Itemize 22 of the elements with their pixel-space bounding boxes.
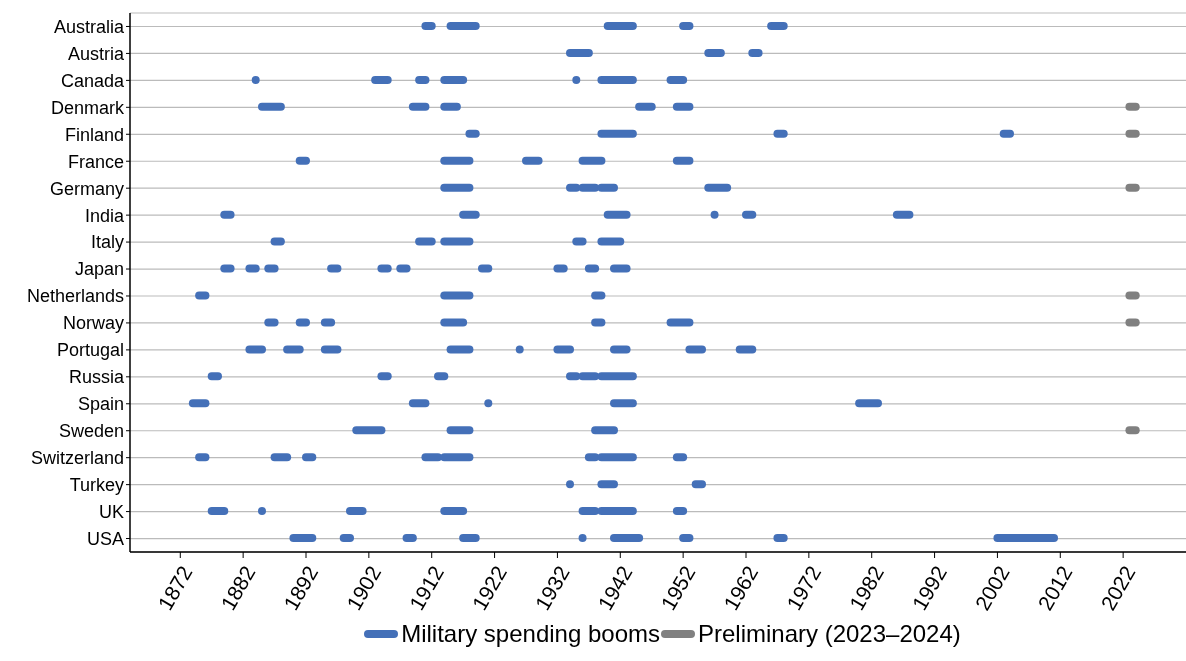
y-tick-label: USA [86,528,124,549]
y-tick-label: UK [98,501,124,522]
y-tick-label: Japan [74,259,124,280]
y-tick-label: Spain [77,394,124,415]
y-tick-label: Turkey [69,475,124,496]
y-tick-label: Austria [67,43,125,64]
y-tick-label: Sweden [58,421,124,442]
y-tick-label: Portugal [56,340,124,361]
y-tick-label: Finland [64,124,124,145]
y-tick-label: Netherlands [26,286,124,307]
y-tick-label: Switzerland [30,448,124,469]
y-tick-label: France [67,151,124,172]
y-tick-label: Australia [53,16,125,37]
y-tick-label: Germany [49,178,124,199]
y-tick-label: Denmark [50,97,125,118]
y-tick-label: Canada [60,70,125,91]
y-tick-label: India [84,205,125,226]
legend-label: Military spending booms [401,620,660,648]
y-tick-label: Russia [68,367,125,388]
y-tick-label: Norway [62,313,124,334]
y-tick-label: Italy [90,232,124,253]
legend-label: Preliminary (2023–2024) [697,620,961,648]
